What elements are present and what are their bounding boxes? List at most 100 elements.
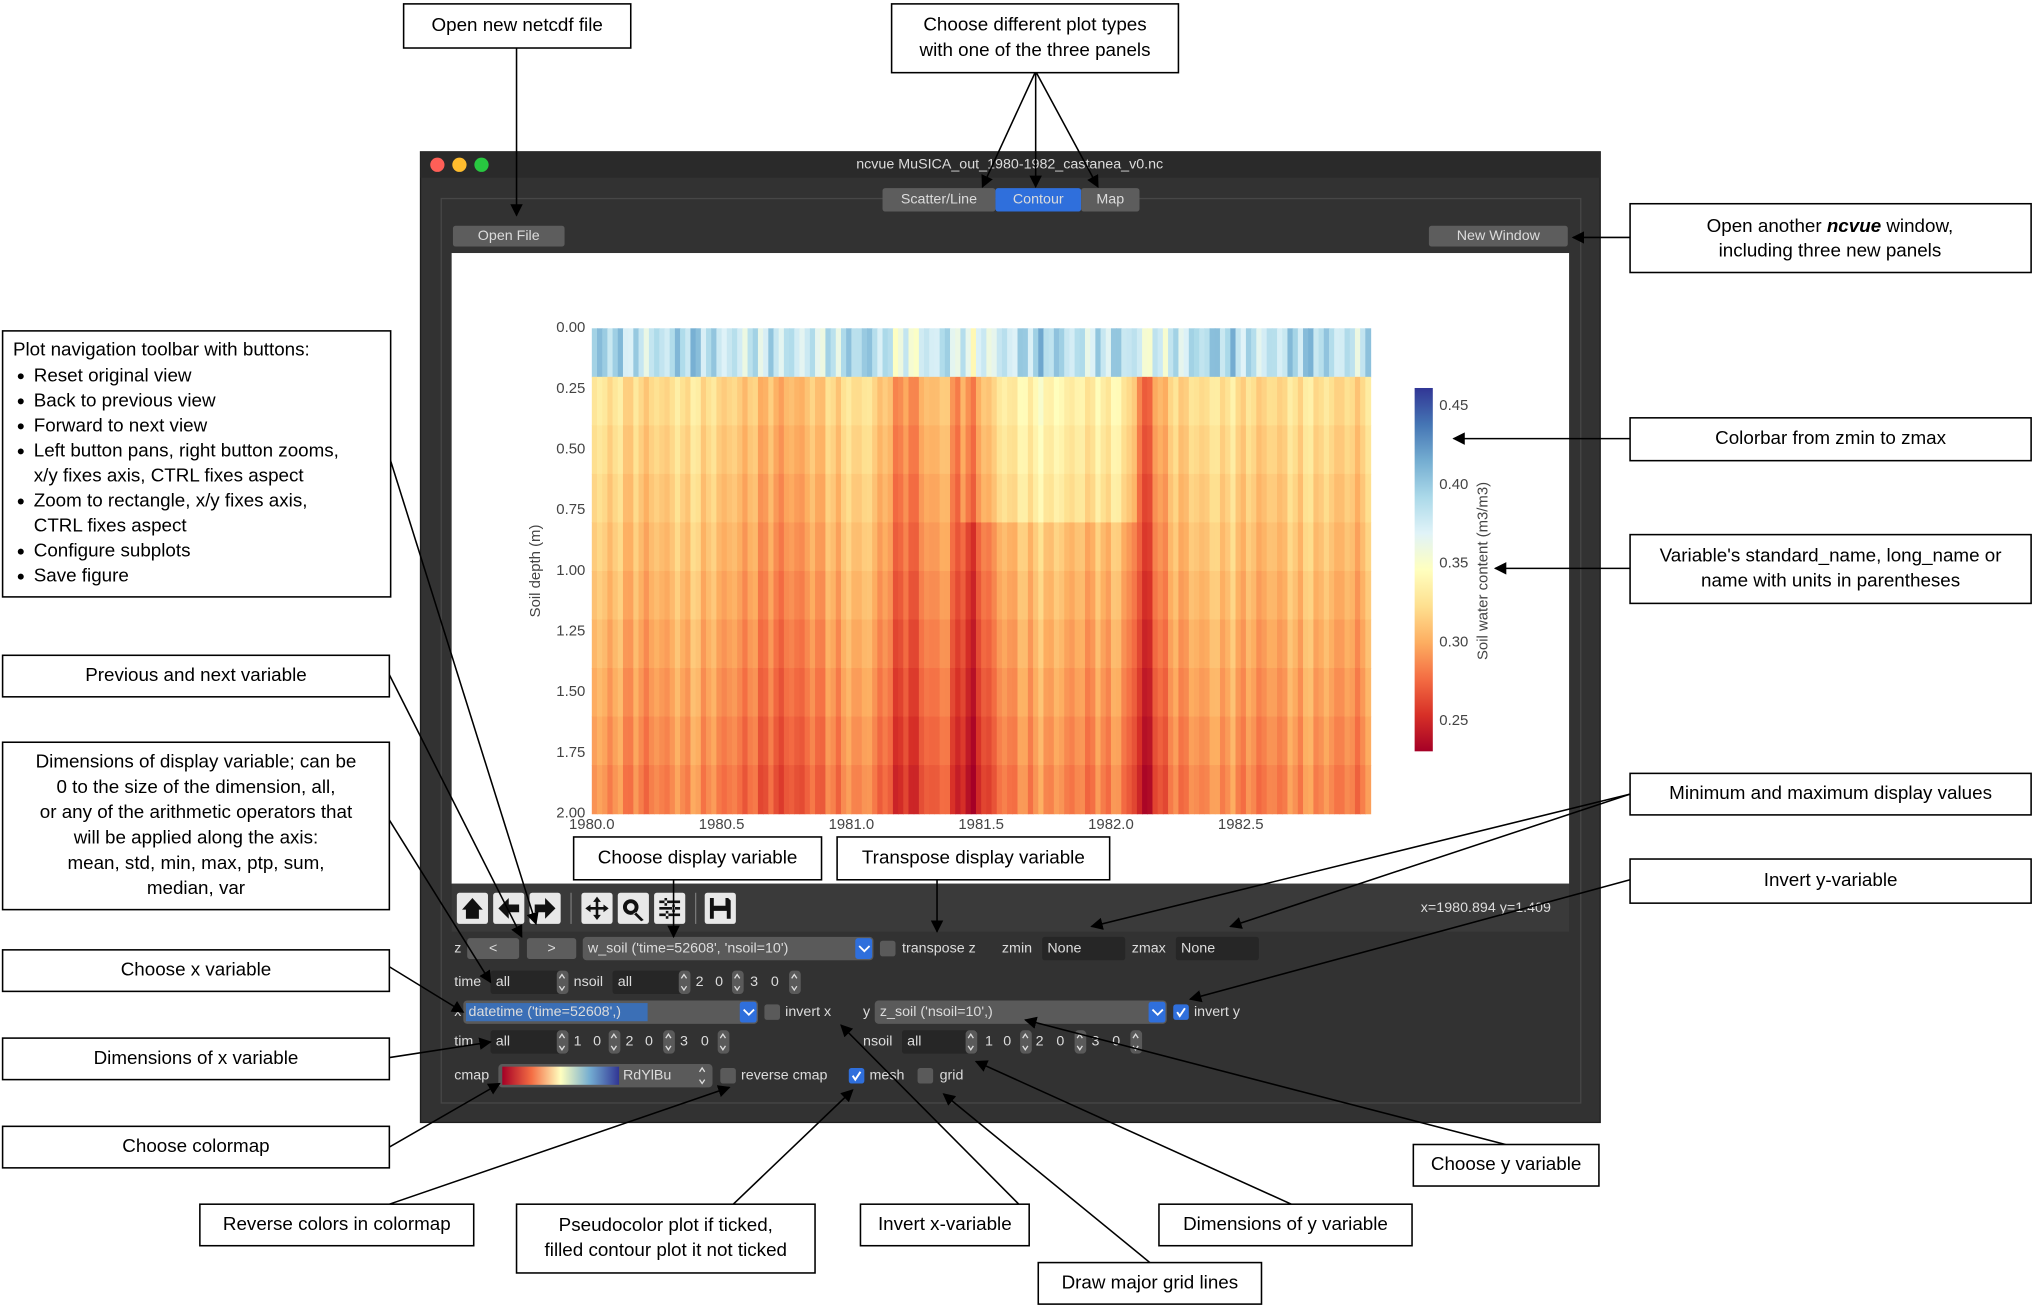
tab[interactable] bbox=[1081, 188, 1140, 212]
heatmap-cell bbox=[840, 522, 847, 572]
heatmap-cell bbox=[768, 765, 775, 815]
spinner[interactable] bbox=[1020, 1030, 1032, 1054]
heatmap-cell bbox=[706, 668, 712, 718]
spinner[interactable] bbox=[663, 1030, 675, 1054]
invert-x-checkbox[interactable] bbox=[764, 1004, 780, 1020]
save-button[interactable] bbox=[704, 892, 736, 924]
callout-arrow bbox=[942, 1093, 1151, 1264]
heatmap-cell bbox=[1053, 668, 1060, 718]
dimension-input[interactable] bbox=[612, 970, 688, 994]
heatmap-cell bbox=[1074, 570, 1081, 621]
heatmap-cell bbox=[981, 716, 988, 766]
spinner[interactable] bbox=[556, 970, 569, 994]
heatmap-cell bbox=[648, 570, 655, 621]
heatmap-cell bbox=[1033, 522, 1039, 572]
heatmap-cell bbox=[851, 619, 858, 669]
heatmap-cell bbox=[799, 522, 806, 572]
heatmap-cell bbox=[960, 765, 967, 815]
zmin-input[interactable] bbox=[1042, 936, 1126, 961]
heatmap-cell bbox=[991, 668, 998, 718]
heatmap-cell bbox=[1214, 522, 1221, 572]
dimension-input[interactable] bbox=[490, 1030, 569, 1054]
heatmap-cell bbox=[975, 765, 982, 815]
y-variable-select[interactable] bbox=[874, 1000, 1167, 1024]
heatmap-cell bbox=[742, 619, 749, 669]
heatmap-cell bbox=[1033, 328, 1039, 378]
heatmap-cell bbox=[1017, 716, 1024, 766]
heatmap-cell bbox=[1142, 765, 1148, 815]
heatmap-cell bbox=[612, 473, 619, 524]
heatmap-cell bbox=[1313, 716, 1320, 766]
heatmap-cell bbox=[903, 376, 910, 427]
spinner[interactable] bbox=[608, 1030, 621, 1054]
back-button[interactable] bbox=[493, 892, 525, 924]
grid-checkbox[interactable] bbox=[917, 1067, 934, 1084]
heatmap-cell bbox=[1168, 668, 1174, 718]
heatmap-cell bbox=[659, 716, 666, 766]
heatmap-cell bbox=[628, 328, 634, 378]
heatmap-cell bbox=[1225, 473, 1231, 524]
heatmap-cell bbox=[846, 425, 853, 475]
spinner[interactable] bbox=[717, 1030, 730, 1054]
heatmap-cell bbox=[1043, 522, 1050, 572]
heatmap-cell bbox=[1354, 473, 1361, 524]
open-file-button[interactable] bbox=[452, 225, 565, 247]
heatmap-cell bbox=[1033, 425, 1039, 475]
invert-y-checkbox[interactable] bbox=[1173, 1004, 1189, 1020]
tab[interactable] bbox=[995, 188, 1082, 212]
heatmap-cell bbox=[1100, 473, 1107, 524]
pan-button[interactable] bbox=[581, 892, 613, 924]
next-button[interactable] bbox=[526, 938, 577, 959]
heatmap-cell bbox=[1261, 376, 1268, 427]
heatmap-cell bbox=[1064, 473, 1071, 524]
heatmap-cell bbox=[908, 473, 915, 524]
spinner[interactable] bbox=[556, 1030, 569, 1054]
home-button[interactable] bbox=[456, 892, 488, 924]
zmax-input[interactable] bbox=[1175, 936, 1259, 961]
heatmap-cell bbox=[789, 328, 795, 378]
heatmap-cell bbox=[965, 328, 972, 378]
combo-arrow[interactable] bbox=[855, 938, 873, 959]
heatmap-cell bbox=[1277, 570, 1283, 621]
callout-box bbox=[1158, 1203, 1413, 1247]
heatmap-cell bbox=[950, 619, 956, 669]
heatmap-cell bbox=[815, 425, 821, 475]
tab[interactable] bbox=[882, 188, 996, 212]
heatmap-cell bbox=[648, 328, 655, 378]
spinner[interactable] bbox=[678, 970, 691, 994]
heatmap-cell bbox=[622, 570, 629, 621]
reverse-cmap-checkbox[interactable] bbox=[720, 1067, 736, 1084]
combo-arrow[interactable] bbox=[739, 1001, 757, 1023]
zoom-button[interactable] bbox=[617, 892, 649, 924]
dimension-input[interactable] bbox=[490, 970, 568, 994]
combo-arrow[interactable] bbox=[1148, 1001, 1166, 1023]
prev-button[interactable] bbox=[467, 938, 520, 959]
window-button[interactable] bbox=[452, 157, 467, 172]
spinner[interactable] bbox=[1074, 1030, 1087, 1054]
heatmap-cell bbox=[721, 522, 728, 572]
spinner[interactable] bbox=[965, 1030, 978, 1054]
heatmap-cell bbox=[1292, 473, 1299, 524]
window-button[interactable] bbox=[430, 157, 445, 172]
spinner[interactable] bbox=[789, 970, 801, 994]
z-variable-select[interactable] bbox=[582, 936, 874, 961]
window-button[interactable] bbox=[474, 157, 489, 172]
heatmap-cell bbox=[789, 668, 795, 718]
mesh-checkbox[interactable] bbox=[848, 1067, 865, 1084]
spinner[interactable] bbox=[696, 1064, 709, 1088]
heatmap-cell bbox=[680, 522, 686, 572]
heatmap-cell bbox=[1152, 716, 1159, 766]
transpose-checkbox[interactable] bbox=[879, 940, 896, 957]
dimension-input[interactable] bbox=[901, 1030, 978, 1054]
heatmap-cell bbox=[970, 376, 977, 427]
heatmap-cell bbox=[597, 376, 603, 427]
heatmap-cell bbox=[1126, 765, 1133, 815]
new-window-button[interactable] bbox=[1428, 225, 1568, 247]
heatmap-cell bbox=[685, 376, 692, 427]
heatmap-cell bbox=[1001, 425, 1008, 475]
heatmap-cell bbox=[1261, 473, 1268, 524]
heatmap-cell bbox=[950, 570, 956, 621]
heatmap-cell bbox=[742, 668, 749, 718]
spinner[interactable] bbox=[731, 970, 744, 994]
configure-button[interactable] bbox=[654, 892, 686, 924]
